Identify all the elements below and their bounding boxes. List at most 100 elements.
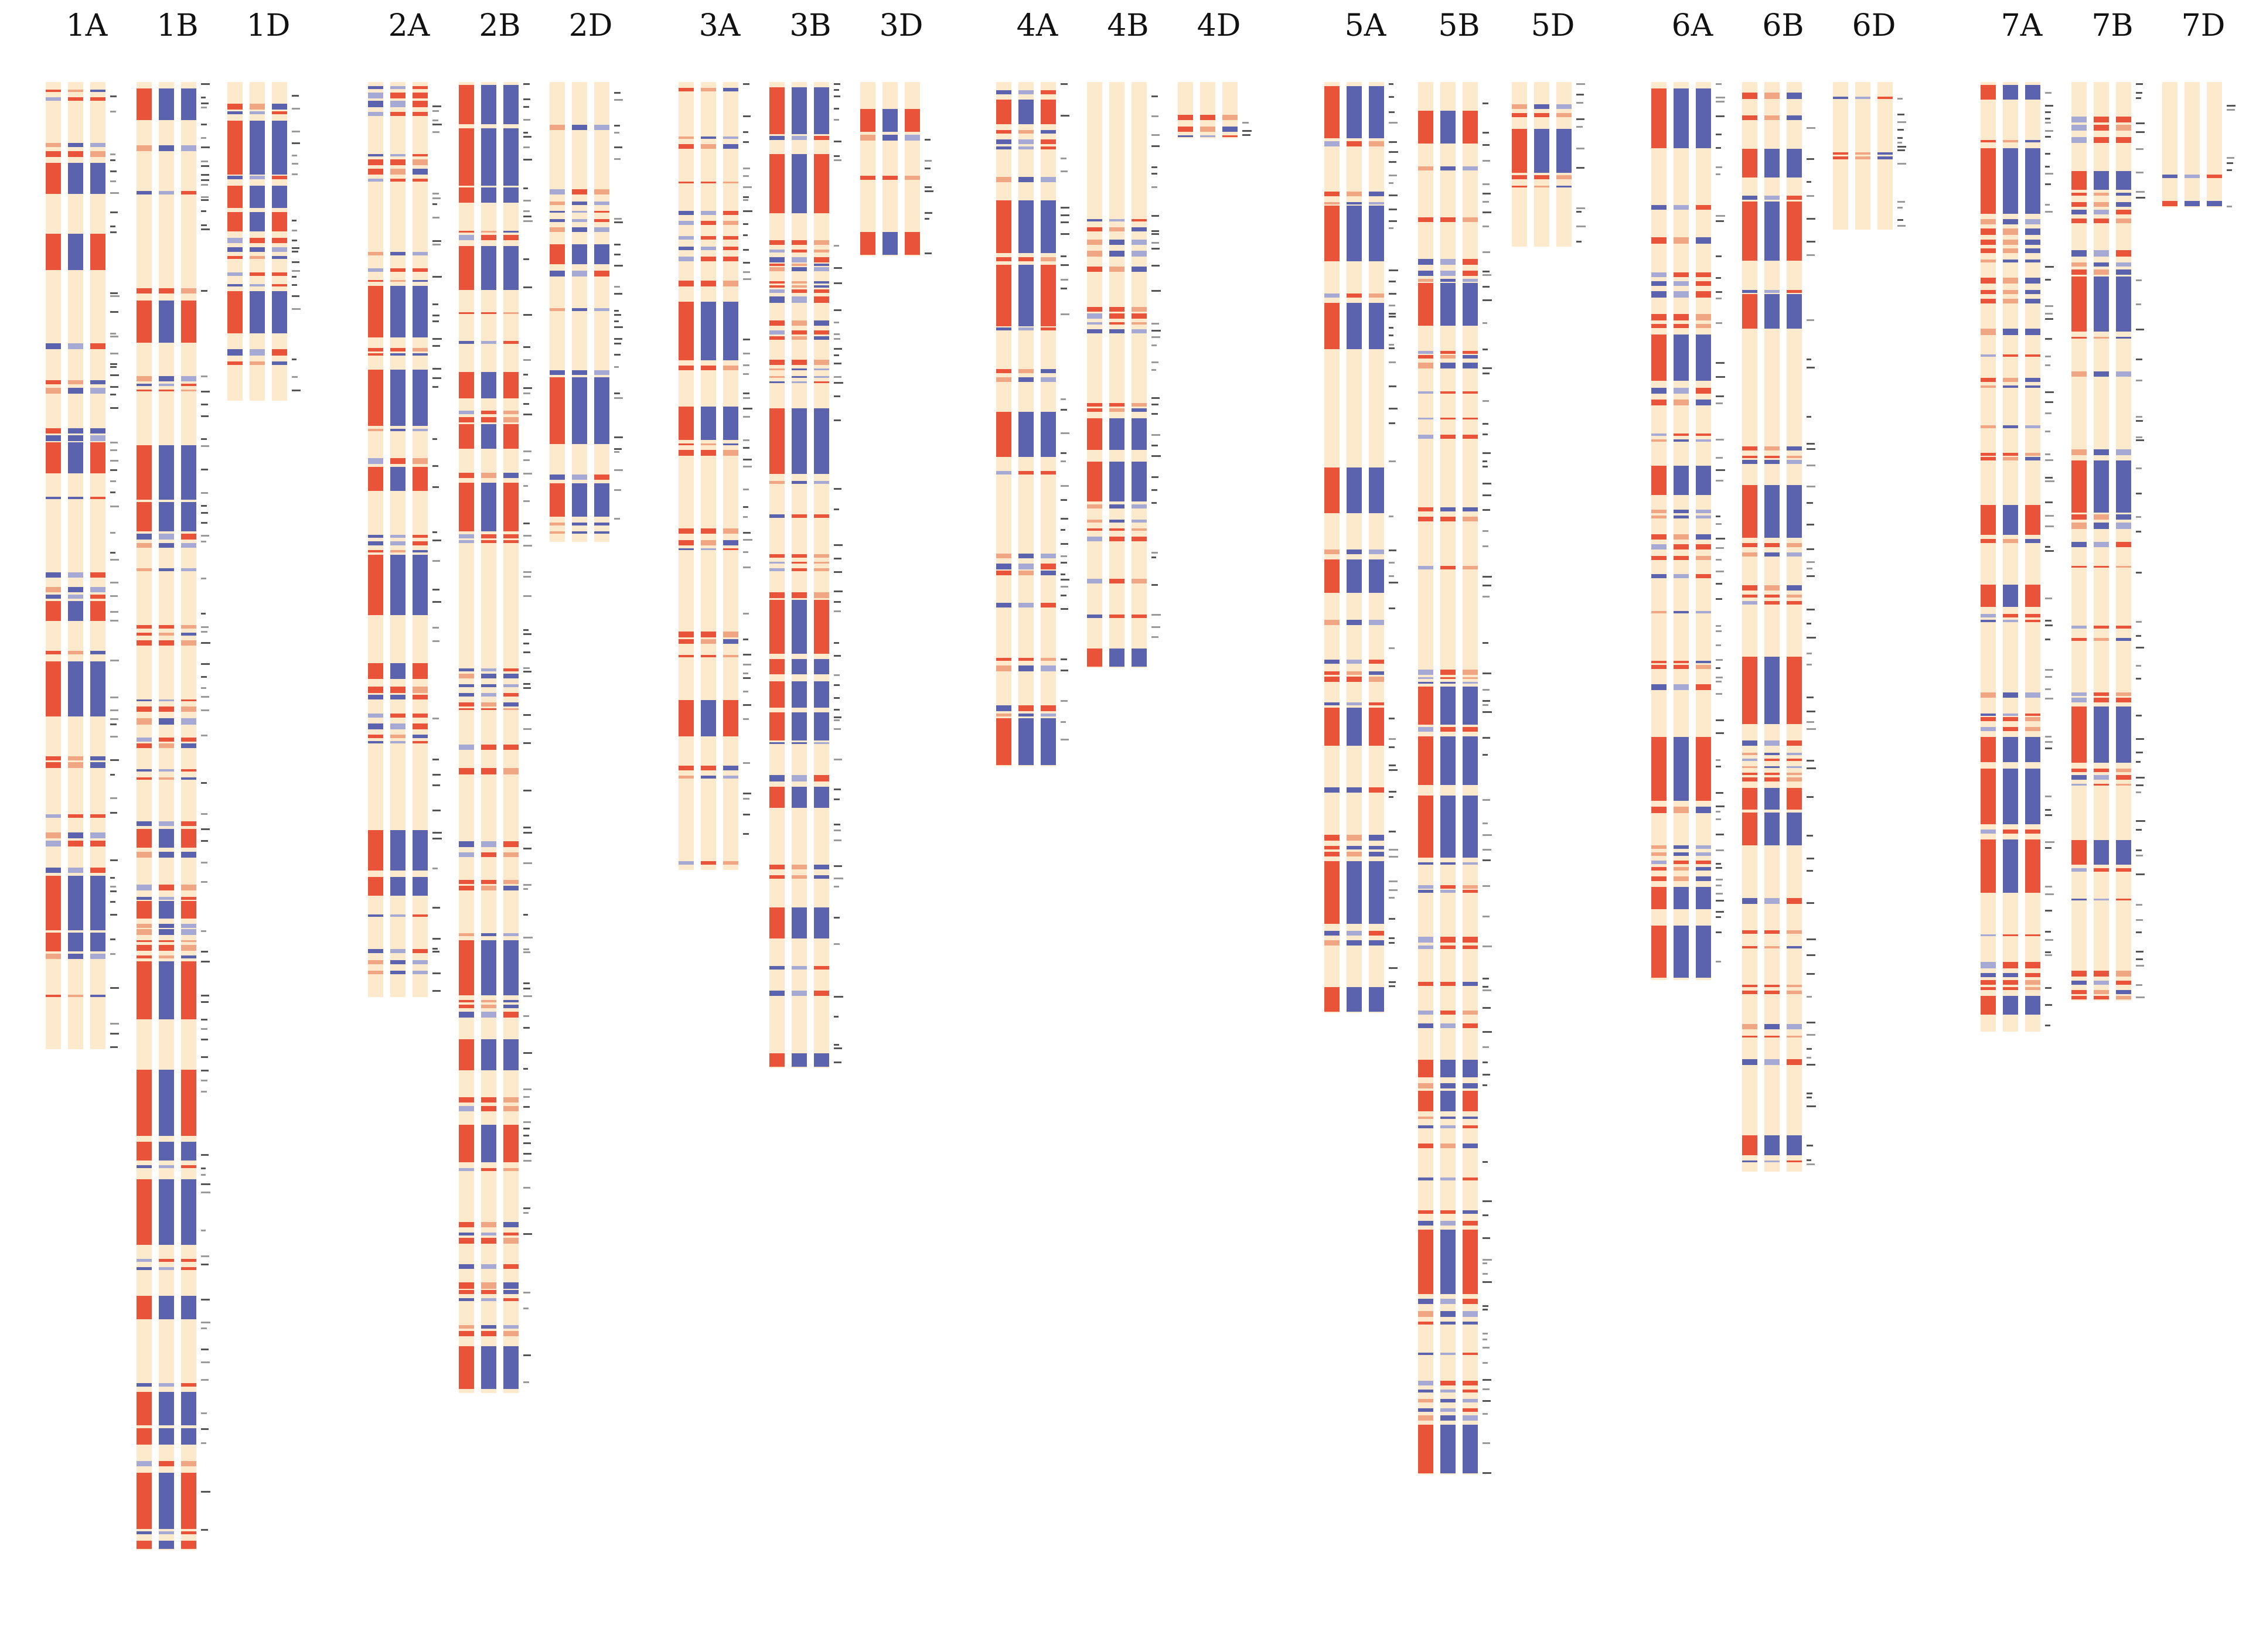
marker-tick xyxy=(1576,225,1586,227)
marker-tick xyxy=(201,511,209,514)
marker-tick xyxy=(432,907,440,909)
band xyxy=(1651,556,1667,560)
band xyxy=(1463,681,1478,684)
band xyxy=(1463,1310,1478,1317)
band xyxy=(769,240,785,245)
marker-tick xyxy=(1151,247,1160,250)
marker-tick xyxy=(1716,362,1725,364)
marker-tick xyxy=(523,1015,529,1017)
marker-tick xyxy=(743,249,749,251)
marker-tick xyxy=(1151,265,1160,267)
chromosome-track xyxy=(159,82,174,1550)
marker-tick xyxy=(1716,658,1723,661)
marker-tick xyxy=(523,687,531,690)
band xyxy=(1418,736,1433,785)
marker-tick xyxy=(201,404,208,406)
band xyxy=(860,232,875,255)
band xyxy=(1787,459,1802,464)
band xyxy=(1200,135,1215,137)
band xyxy=(46,343,61,350)
band xyxy=(1981,290,1996,295)
marker-tick xyxy=(201,522,208,524)
band xyxy=(459,534,474,539)
marker-tick xyxy=(1483,946,1492,948)
marker-tick xyxy=(743,762,750,764)
marker-tick xyxy=(743,458,752,460)
band xyxy=(1463,1220,1478,1226)
band xyxy=(46,876,61,930)
marker-tick xyxy=(432,438,438,440)
band xyxy=(1347,708,1362,746)
band xyxy=(137,1392,152,1425)
marker-tick xyxy=(1061,233,1070,235)
band xyxy=(481,673,496,679)
marker-tick xyxy=(1576,207,1586,210)
band xyxy=(1369,702,1384,705)
marker-tick xyxy=(292,131,301,133)
band xyxy=(814,775,829,781)
marker-tick xyxy=(1807,319,1815,322)
band xyxy=(390,348,405,351)
band xyxy=(1764,787,1780,810)
band xyxy=(503,673,519,679)
band xyxy=(68,97,83,101)
band xyxy=(1418,862,1433,865)
band xyxy=(503,999,519,1003)
marker-tick xyxy=(2136,904,2142,906)
band xyxy=(2025,148,2040,214)
band xyxy=(481,1039,496,1071)
band xyxy=(2025,972,2040,978)
marker-tick xyxy=(110,759,120,761)
band xyxy=(1463,217,1478,223)
marker-tick xyxy=(1483,834,1492,836)
band xyxy=(481,1125,496,1163)
band xyxy=(1347,467,1362,514)
band xyxy=(2116,626,2131,629)
band xyxy=(2025,830,2040,834)
chromosome-label-5a: 5A xyxy=(1344,8,1386,43)
band xyxy=(459,1106,474,1111)
band xyxy=(1324,206,1340,261)
band xyxy=(1369,619,1384,625)
marker-tick xyxy=(201,1028,208,1030)
band xyxy=(594,125,609,130)
band xyxy=(503,940,519,996)
band xyxy=(2094,514,2109,520)
band xyxy=(1742,93,1757,100)
band xyxy=(481,684,496,688)
band xyxy=(1463,1415,1478,1421)
marker-tick xyxy=(614,397,623,399)
band xyxy=(159,718,174,725)
band xyxy=(1742,1024,1757,1029)
marker-tick xyxy=(1483,1379,1491,1381)
band xyxy=(679,407,694,440)
band xyxy=(181,1540,196,1549)
band xyxy=(1463,351,1478,354)
band xyxy=(368,695,383,699)
band xyxy=(1018,657,1034,661)
band xyxy=(159,961,174,1020)
marker-tick xyxy=(110,292,118,294)
marker-tick xyxy=(523,831,532,834)
band xyxy=(503,417,519,422)
band xyxy=(723,449,738,456)
band xyxy=(1981,248,1996,254)
chromosome-track xyxy=(137,82,152,1550)
marker-tick xyxy=(1716,961,1721,963)
marker-tick xyxy=(432,193,439,195)
band xyxy=(1324,846,1340,850)
band xyxy=(1651,400,1667,405)
band xyxy=(1877,97,1893,99)
band xyxy=(459,483,474,531)
band xyxy=(181,1531,196,1535)
marker-tick xyxy=(432,950,439,953)
band xyxy=(137,737,152,742)
marker-tick xyxy=(614,98,623,101)
marker-tick xyxy=(834,571,842,574)
chromosome-track xyxy=(1833,82,1848,230)
band xyxy=(2116,449,2131,455)
marker-tick xyxy=(614,265,623,267)
marker-tick xyxy=(432,131,439,133)
band xyxy=(137,940,152,943)
band xyxy=(2094,137,2109,144)
